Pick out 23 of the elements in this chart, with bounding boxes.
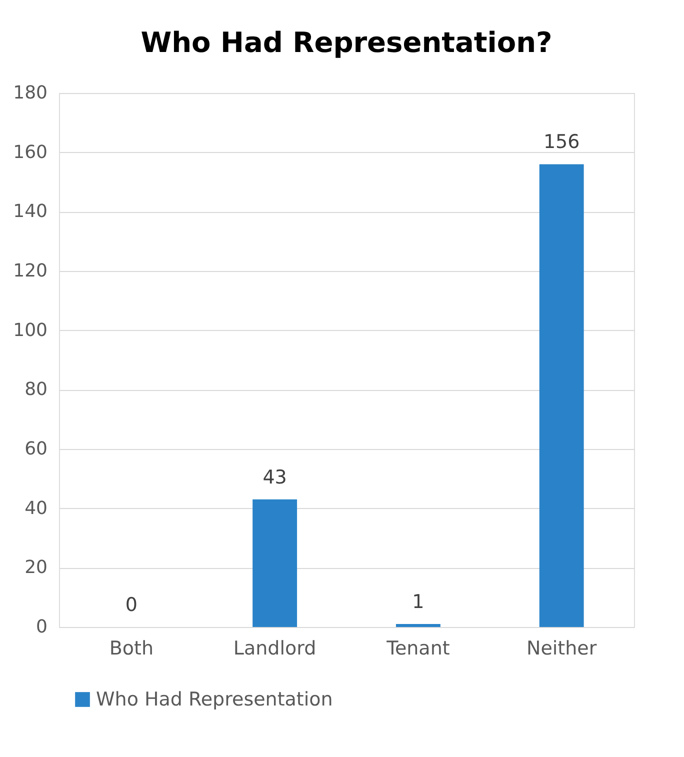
y-tick-label: 100	[13, 320, 48, 341]
bar	[539, 164, 584, 627]
y-tick-label: 0	[36, 616, 48, 638]
chart-title: Who Had Representation?	[140, 26, 552, 59]
y-tick-label: 40	[24, 498, 48, 519]
x-tick-label: Neither	[526, 638, 597, 660]
bar	[252, 499, 298, 627]
y-tick-label: 60	[24, 438, 48, 460]
y-tick-label: 160	[13, 142, 48, 163]
y-tick-label: 140	[13, 201, 48, 222]
legend-label: Who Had Representation	[96, 688, 333, 710]
data-label: 1	[412, 591, 424, 614]
data-label: 156	[543, 131, 580, 154]
data-label: 43	[262, 466, 287, 488]
y-tick-label: 120	[13, 260, 48, 282]
data-label: 0	[125, 594, 138, 616]
x-tick-label: Both	[109, 638, 154, 660]
x-tick-label: Landlord	[233, 638, 316, 660]
y-tick-label: 180	[13, 82, 48, 104]
bar	[396, 624, 440, 627]
y-tick-label: 80	[24, 379, 48, 400]
x-tick-label: Tenant	[386, 638, 450, 660]
y-tick-label: 20	[24, 557, 48, 578]
